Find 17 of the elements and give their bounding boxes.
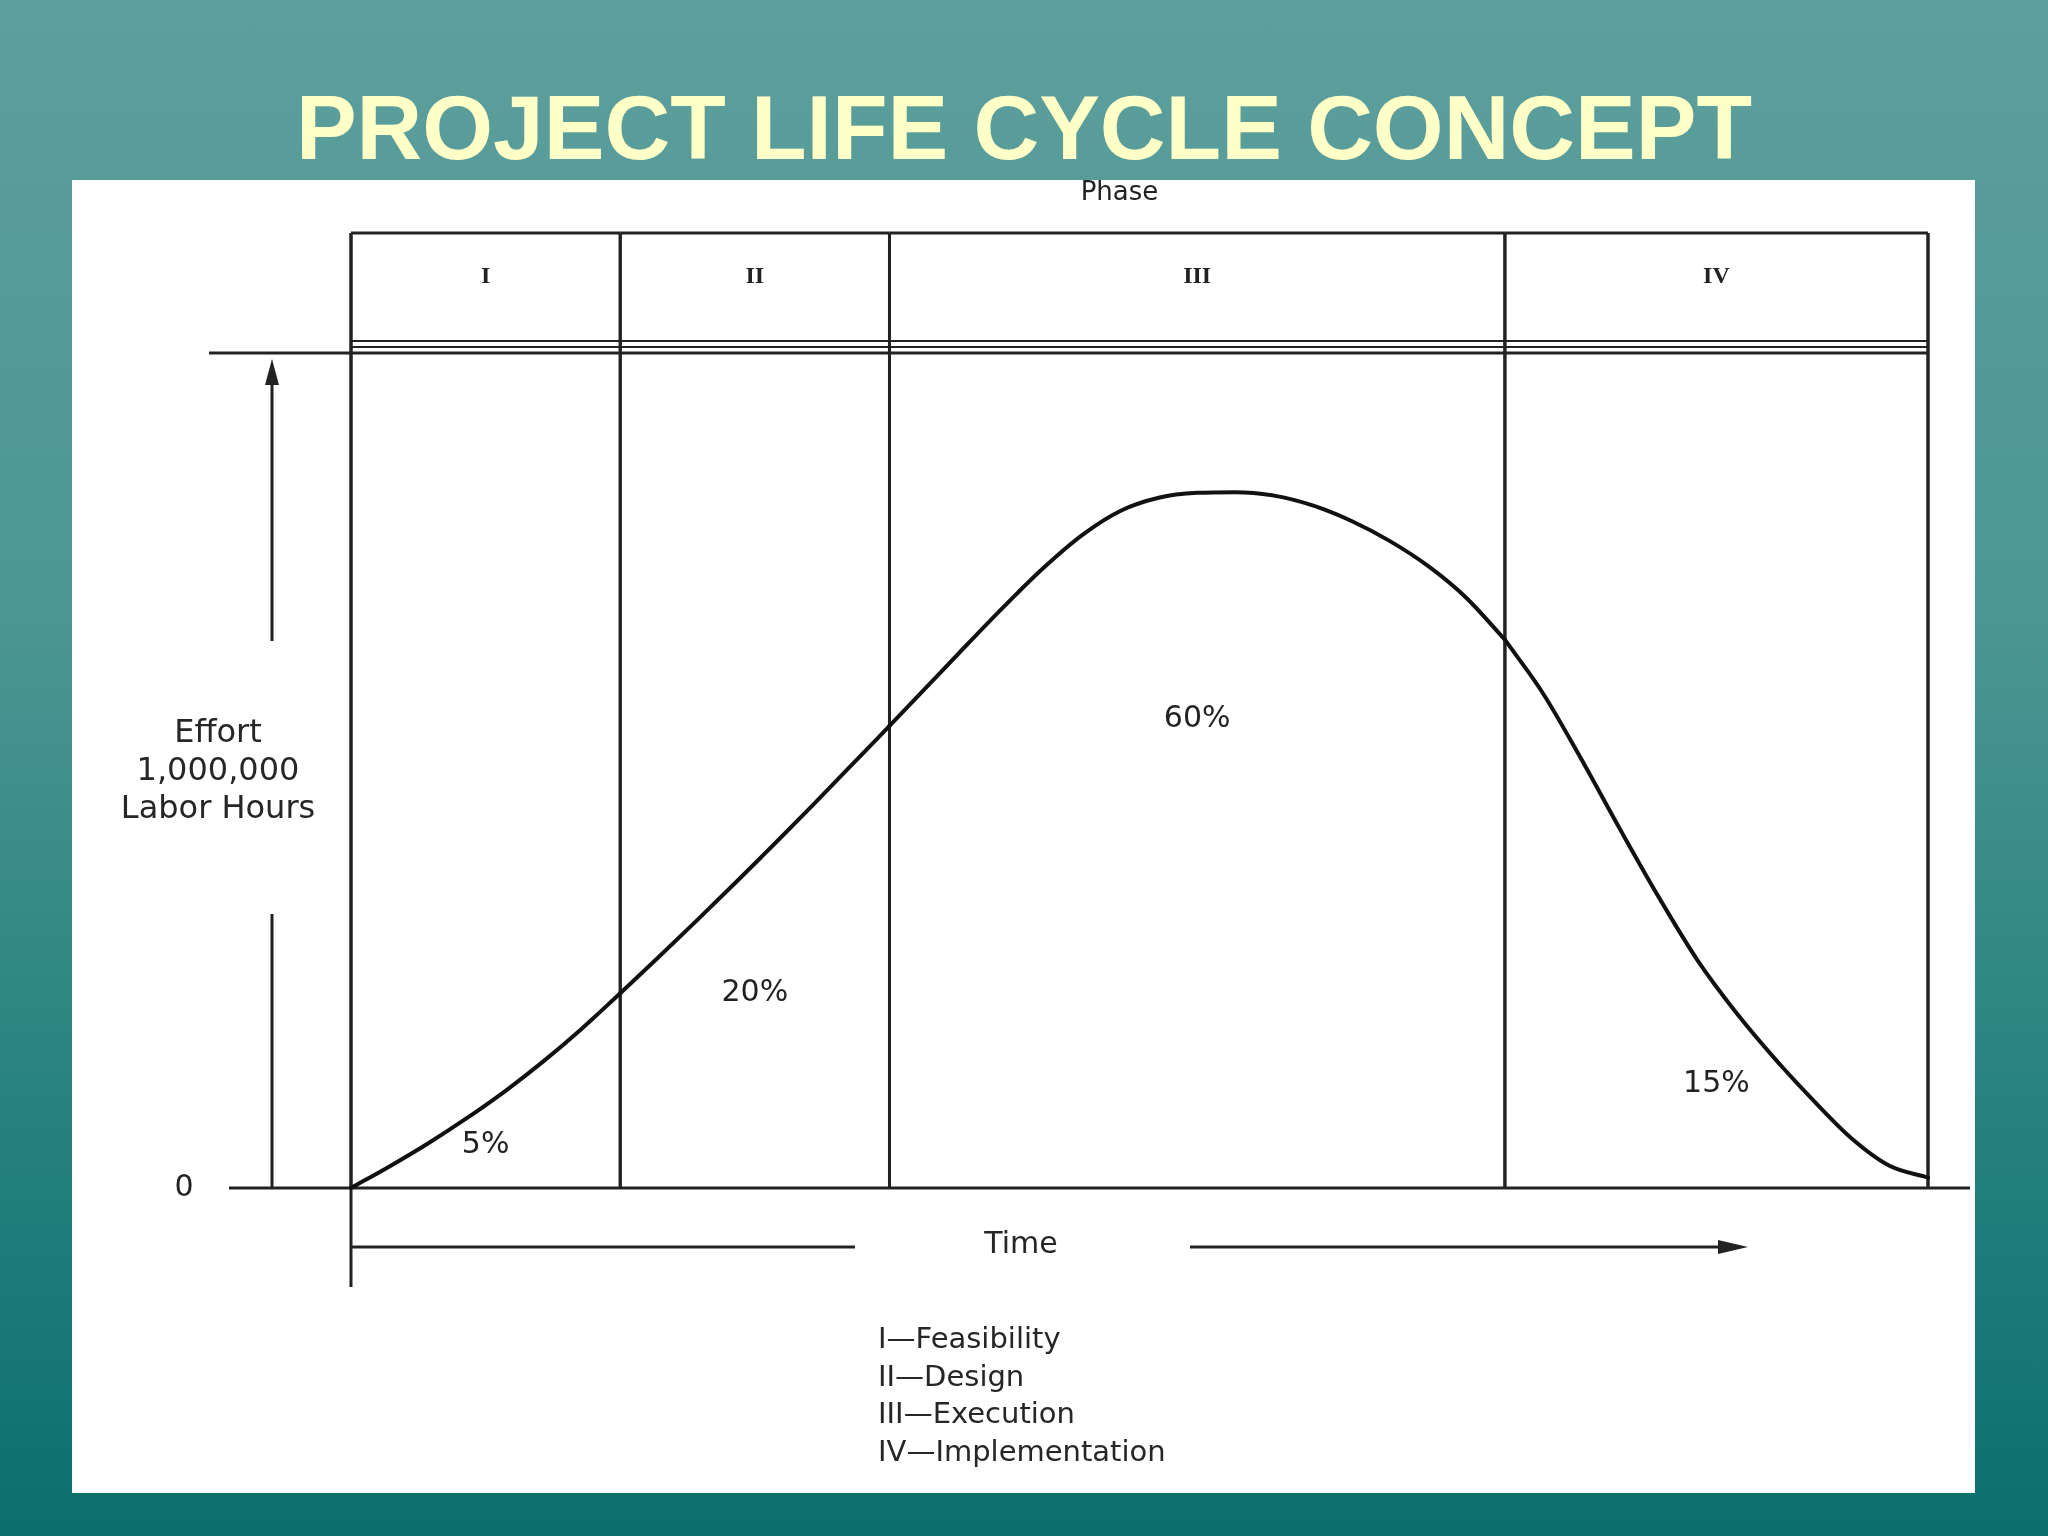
text: IV—Implementation (878, 1432, 1166, 1470)
text: II—Design (878, 1357, 1026, 1395)
text: I—Feasibility (878, 1320, 1062, 1357)
text: I (480, 262, 491, 289)
text: II (745, 262, 765, 289)
x-axis-title: Time (983, 1224, 1059, 1262)
annotation: 20% (721, 973, 789, 1009)
text: 0 (174, 1167, 194, 1203)
annotation: 5% (461, 1125, 510, 1161)
y-axis-title: Effort 1,000,000 Labor Hours (119, 712, 317, 826)
annotation: 60% (1163, 698, 1231, 734)
text: Phase (1080, 175, 1159, 206)
text: IV (1703, 262, 1731, 289)
text: III (1183, 262, 1212, 289)
annotation: 15% (1683, 1064, 1750, 1100)
chart-title: PROJECT LIFE CYCLE CONCEPT (294, 77, 1754, 178)
text: III—Execution (878, 1395, 1076, 1432)
